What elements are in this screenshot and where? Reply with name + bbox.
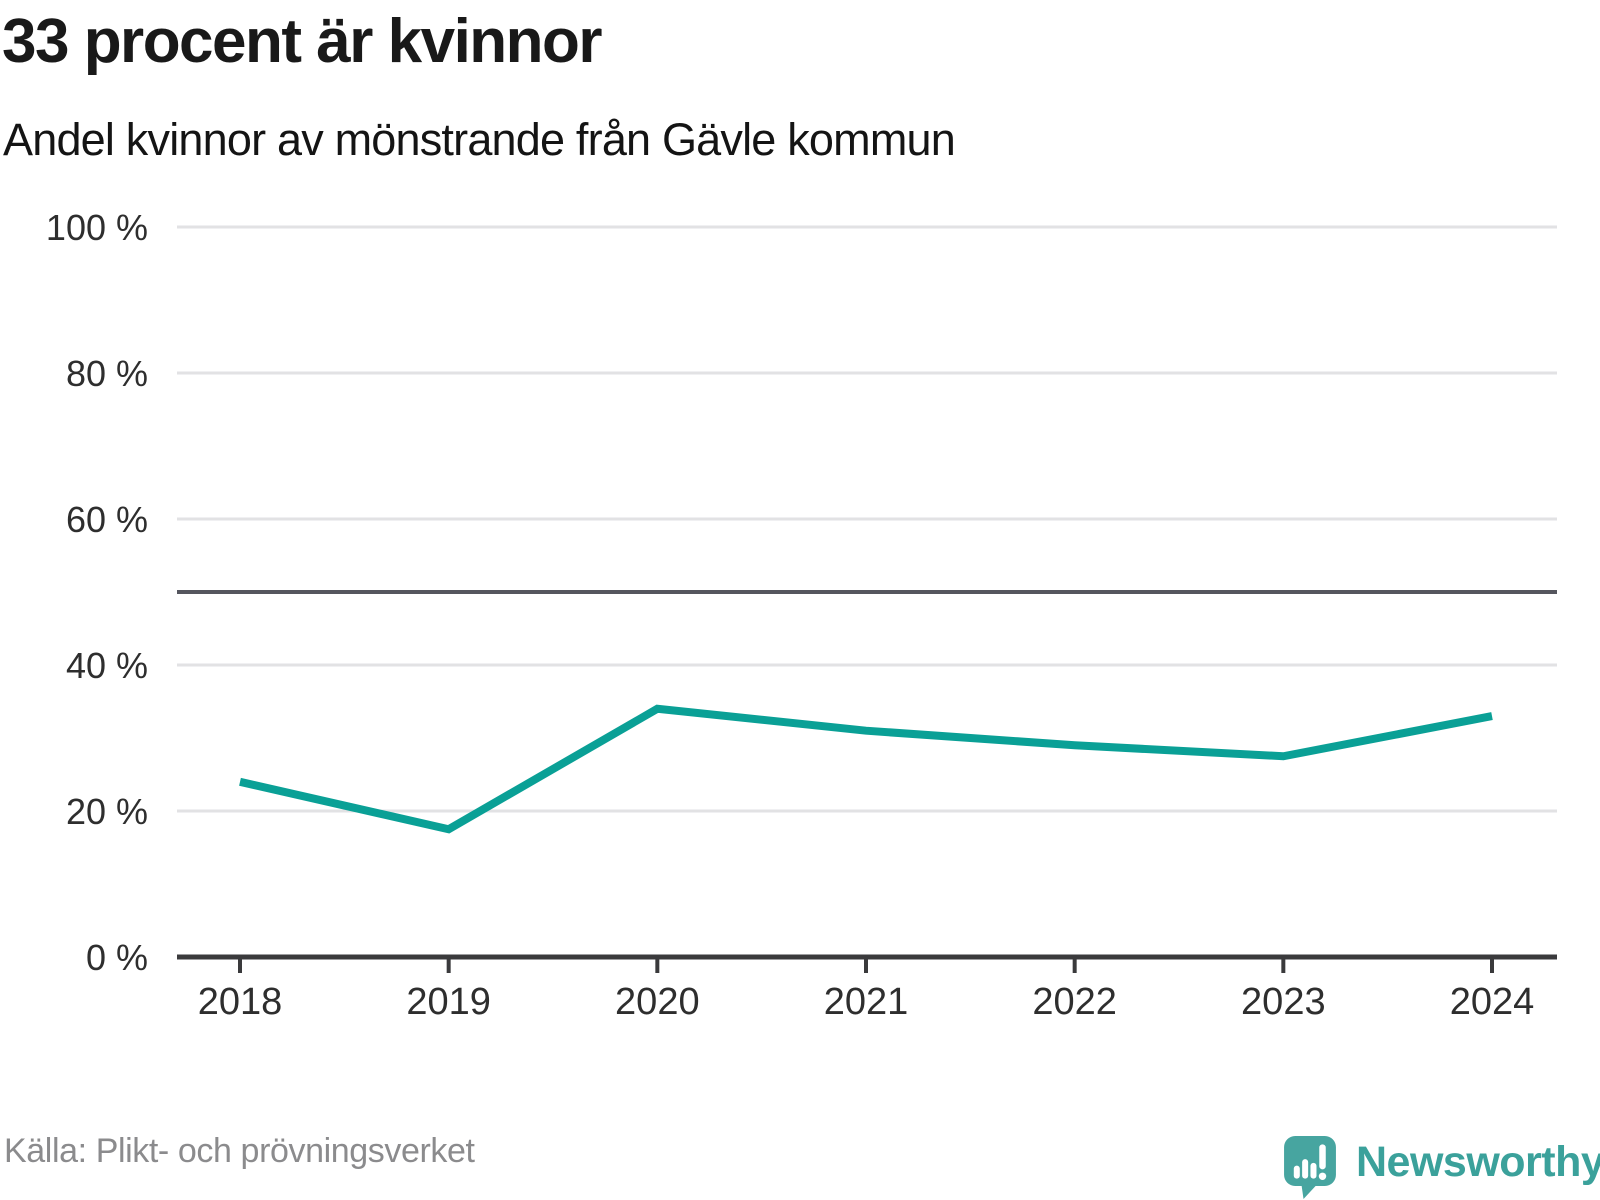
chart-title: 33 procent är kvinnor (2, 7, 603, 76)
bar-glyph-2 (1302, 1159, 1309, 1179)
y-axis-tick-label: 80 % (66, 353, 148, 394)
bar-glyph-3 (1310, 1162, 1317, 1179)
x-axis-tick-label: 2023 (1241, 981, 1326, 1023)
data-line-andel-kvinnor (239, 704, 1493, 834)
x-axis-tick-label: 2022 (1032, 981, 1117, 1023)
x-axis-tick-label: 2024 (1450, 981, 1535, 1023)
bubble-shape (1284, 1136, 1336, 1199)
x-axis-tick-label: 2020 (615, 981, 700, 1023)
y-axis-tick-label: 100 % (46, 207, 148, 248)
x-axis-tick-label: 2018 (198, 981, 283, 1023)
y-axis-tick-label: 20 % (66, 791, 148, 832)
newsworthy-logo: Newsworthy (1284, 1136, 1600, 1199)
exclamation-bar-glyph (1319, 1144, 1326, 1170)
brand-name: Newsworthy (1356, 1138, 1600, 1186)
newsworthy-bubble-icon (1284, 1136, 1336, 1199)
y-axis-tick-label: 40 % (66, 645, 148, 686)
x-axis-tick-label: 2019 (406, 981, 491, 1023)
exclamation-dot-glyph (1318, 1172, 1327, 1181)
y-axis-tick-label: 60 % (66, 499, 148, 540)
x-axis-tick-label: 2021 (824, 981, 909, 1023)
chart-subtitle: Andel kvinnor av mönstrande från Gävle k… (3, 114, 956, 165)
y-axis-tick-label: 0 % (86, 937, 148, 978)
source-note: Källa: Plikt- och prövningsverket (4, 1132, 475, 1170)
bar-glyph-1 (1293, 1165, 1300, 1179)
